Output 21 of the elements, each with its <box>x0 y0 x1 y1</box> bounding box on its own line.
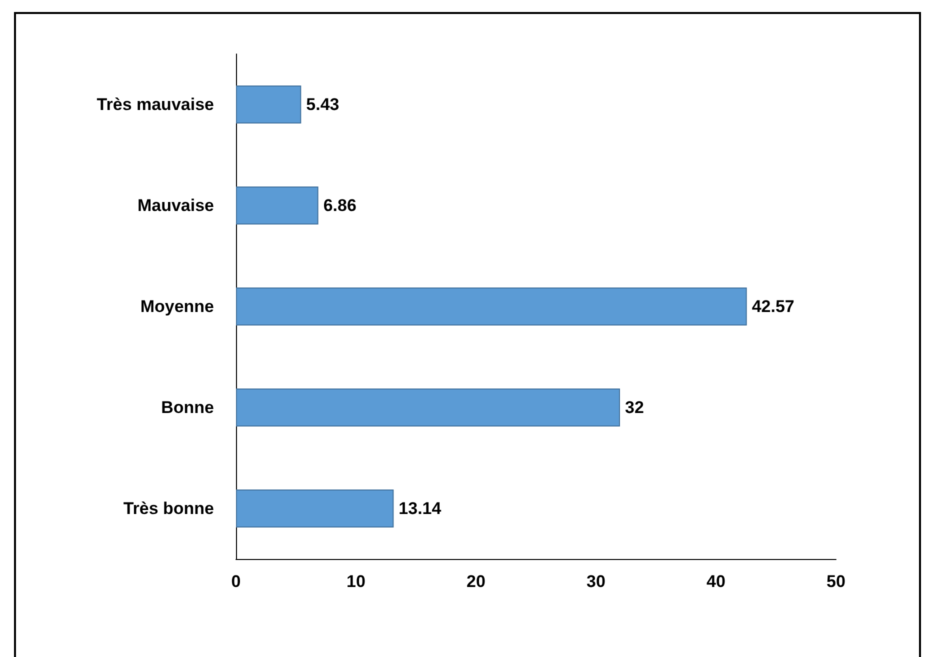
x-tick-label: 50 <box>826 572 846 591</box>
bar <box>236 288 747 326</box>
data-label: 13.14 <box>398 499 442 518</box>
x-tick-label: 30 <box>586 572 606 591</box>
x-tick-label: 40 <box>706 572 726 591</box>
data-label: 42.57 <box>752 297 794 316</box>
data-label: 6.86 <box>323 196 356 215</box>
y-tick-label: Mauvaise <box>137 196 214 215</box>
y-tick-label: Moyenne <box>140 297 214 316</box>
x-tick-label: 10 <box>346 572 366 591</box>
x-tick-label: 0 <box>231 572 241 591</box>
bar <box>236 86 302 124</box>
bar <box>236 186 318 224</box>
data-label: 32 <box>625 398 644 417</box>
y-tick-label: Bonne <box>161 398 214 417</box>
y-tick-label: Très bonne <box>123 499 214 518</box>
data-label: 5.43 <box>306 95 340 114</box>
bar <box>236 490 394 528</box>
x-tick-label: 20 <box>466 572 486 591</box>
y-tick-label: Très mauvaise <box>96 95 214 114</box>
bar <box>236 388 620 426</box>
